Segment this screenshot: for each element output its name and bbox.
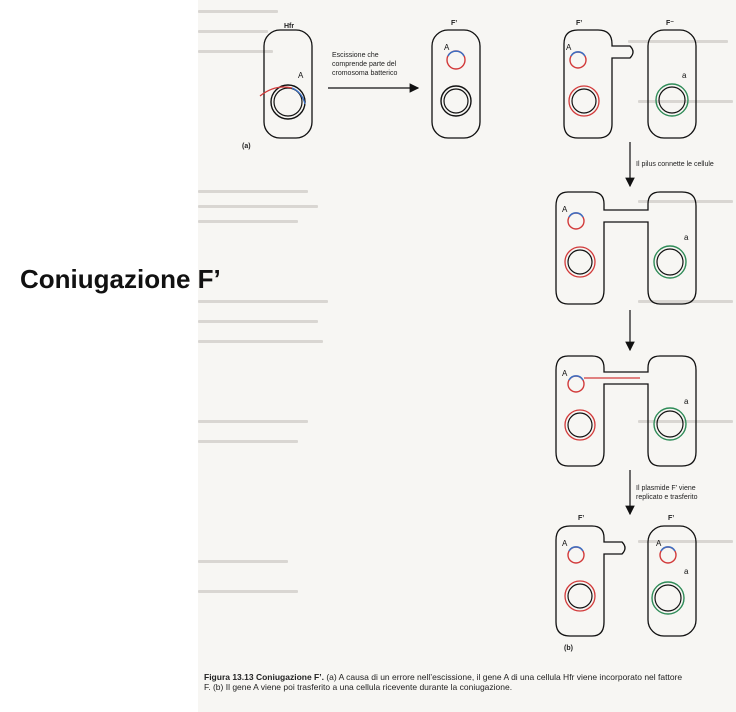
conn2-donor-chromosome-outer [564, 409, 596, 441]
label-hfr: Hfr [284, 23, 294, 30]
hfr-f-factor-red [259, 86, 293, 97]
final-donor-chromosome-outer [564, 580, 596, 612]
donor-cell-1 [563, 29, 634, 139]
cell-fprime-a [431, 29, 481, 139]
donor1-chromosome-inner [571, 88, 597, 114]
hfr-gene-segment-blue [291, 87, 306, 105]
conn2-gene-a: a [684, 397, 689, 406]
connected-cells-2 [555, 355, 697, 467]
final-donor-gene-A: A [562, 539, 568, 548]
connected-cells-1 [555, 191, 697, 305]
fprime-a-gene-A: A [444, 43, 450, 52]
label-recipient-1: F⁻ [666, 20, 674, 27]
final-recipient-chromosome-inner [654, 584, 682, 612]
fprime-a-chromosome-inner [443, 88, 469, 114]
figure-caption: Figura 13.13 Coniugazione F’. (a) A caus… [204, 672, 684, 692]
step1-text: Il pilus connette le cellule [636, 161, 714, 168]
conn2-gene-A: A [562, 369, 568, 378]
conn1-donor-chromosome-inner [567, 249, 593, 275]
final-donor-cell [555, 525, 626, 637]
conn1-recipient-chromosome-inner [656, 248, 684, 276]
recipient1-gene-a: a [682, 71, 687, 80]
conn1-donor-chromosome-outer [564, 246, 596, 278]
caption-body: (a) A causa di un errore nell’escissione… [204, 672, 683, 692]
step2-text-1: Il plasmide F’ viene [636, 485, 696, 492]
donor1-gene-A: A [566, 43, 572, 52]
final-recipient-gene-a: a [684, 567, 689, 576]
final-donor-plasmid-gene [568, 546, 584, 552]
conn1-gene-A: A [562, 205, 568, 214]
conn2-plasmid-gene [568, 375, 584, 381]
caption-head: Figura 13.13 Coniugazione F’. [204, 672, 324, 682]
label-final-right: F’ [668, 515, 674, 522]
hfr-chromosome-outer [270, 84, 306, 120]
arrow-text-2: comprende parte del [332, 61, 397, 68]
conn1-plasmid-gene [568, 212, 584, 218]
arrow-text-1: Escissione che [332, 52, 379, 59]
cell-hfr [263, 29, 313, 139]
arrow-text-3: cromosoma batterico [332, 70, 397, 77]
fprime-plasmid-gene [447, 50, 465, 57]
label-donor-1: F’ [576, 20, 582, 27]
donor1-plasmid-gene [570, 51, 586, 57]
step2-text-2: replicato e trasferito [636, 494, 698, 501]
conn2-donor-chromosome-inner [567, 412, 593, 438]
label-fprime-a: F’ [451, 20, 457, 27]
final-recipient-gene-A: A [656, 539, 662, 548]
final-donor-chromosome-inner [567, 583, 593, 609]
recipient1-chromosome-inner [658, 86, 686, 114]
recipient1-chromosome-outer [655, 83, 689, 117]
panel-b-label: (b) [564, 645, 573, 652]
conn1-recipient-chromosome-outer [653, 245, 687, 279]
fprime-a-chromosome-outer [440, 85, 472, 117]
donor1-chromosome-outer [568, 85, 600, 117]
recipient-cell-1 [647, 29, 697, 139]
label-final-left: F’ [578, 515, 584, 522]
panel-a-label: (a) [242, 143, 251, 150]
hfr-chromosome-inner [273, 87, 303, 117]
final-recipient-cell [647, 525, 697, 637]
final-recipient-plasmid-gene [660, 546, 676, 552]
conn1-gene-a: a [684, 233, 689, 242]
hfr-gene-A: A [298, 71, 304, 80]
conn2-recipient-chromosome-outer [653, 407, 687, 441]
slide-title: Coniugazione F’ [20, 264, 221, 294]
final-recipient-chromosome-outer [651, 581, 685, 615]
conn2-recipient-chromosome-inner [656, 410, 684, 438]
